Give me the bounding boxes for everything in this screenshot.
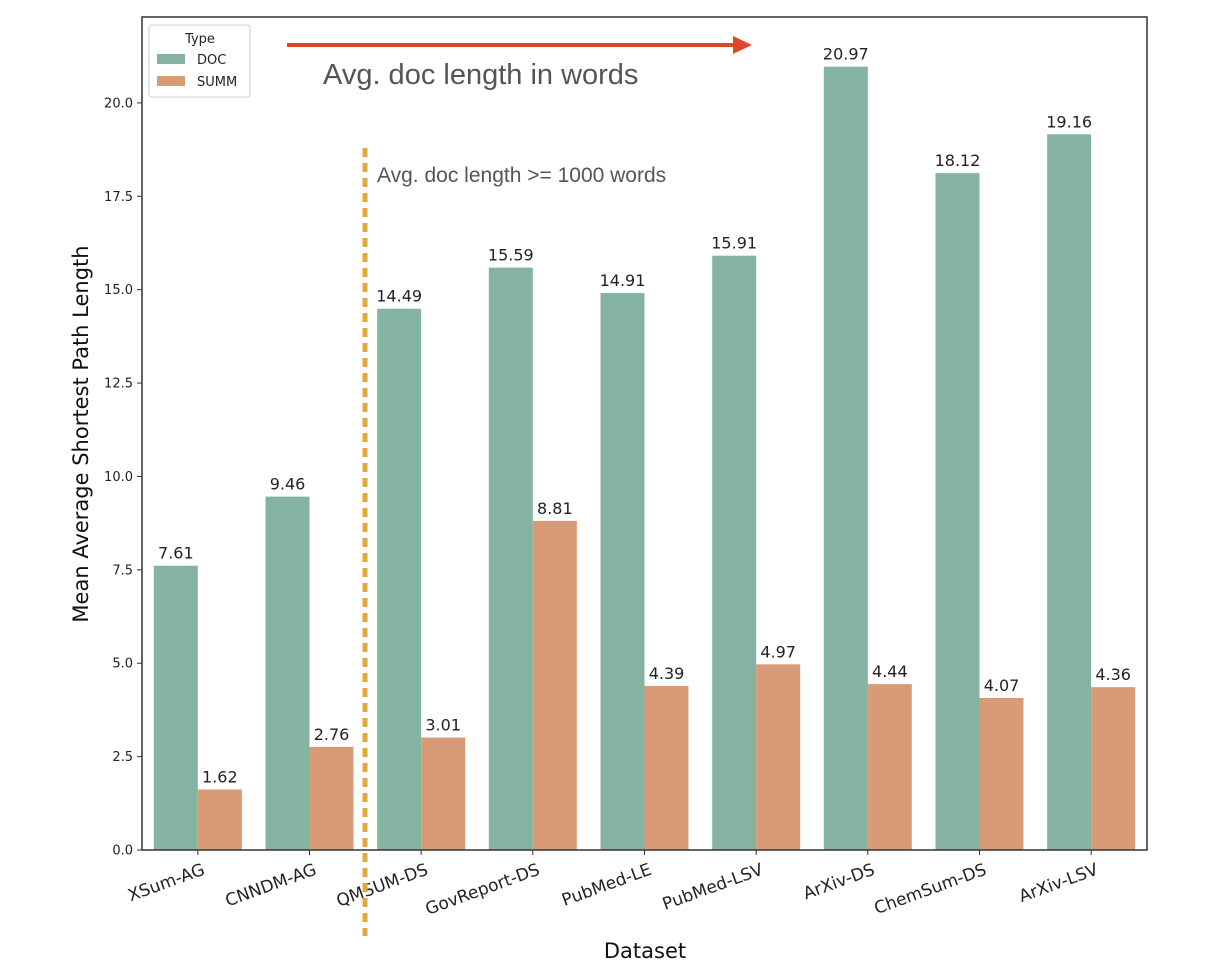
legend-swatch-summ bbox=[157, 76, 185, 86]
x-tick-label: ArXiv-LSV bbox=[1016, 860, 1101, 907]
data-label-doc: 14.91 bbox=[600, 271, 646, 290]
data-label-summ: 8.81 bbox=[537, 499, 573, 518]
bar-doc-pubmed-le bbox=[600, 293, 645, 850]
y-axis: 0.0 2.5 5.0 7.5 10.0 12.5 15.0 17.5 20.0 bbox=[104, 96, 142, 859]
data-label-summ: 4.39 bbox=[649, 664, 685, 683]
x-tick-label: CNNDM-AG bbox=[223, 860, 319, 911]
legend-title: Type bbox=[184, 32, 215, 47]
data-label-doc: 18.12 bbox=[935, 151, 981, 170]
y-tick-label: 0.0 bbox=[112, 844, 133, 859]
y-tick-label: 15.0 bbox=[104, 283, 133, 298]
data-label-doc: 14.49 bbox=[376, 287, 422, 306]
bar-doc-qmsum-ds bbox=[377, 308, 422, 850]
y-tick-label: 17.5 bbox=[104, 190, 133, 205]
legend: Type DOC SUMM bbox=[148, 24, 251, 98]
bar-doc-govreport-ds bbox=[488, 267, 533, 850]
bar-doc-xsum-ag bbox=[153, 565, 198, 850]
plot-frame bbox=[141, 16, 1148, 851]
data-label-doc: 20.97 bbox=[823, 45, 869, 64]
bar-doc-arxiv-lsv bbox=[1047, 134, 1092, 851]
bar-doc-cnndm-ag bbox=[265, 496, 310, 850]
legend-label-summ: SUMM bbox=[197, 75, 237, 90]
data-label-doc: 9.46 bbox=[270, 475, 306, 494]
x-tick-label: PubMed-LSV bbox=[660, 860, 766, 915]
bar-summ-arxiv-ds bbox=[867, 684, 912, 850]
bar-summ-pubmed-lsv bbox=[756, 664, 801, 850]
data-label-doc: 15.59 bbox=[488, 246, 534, 265]
bar-summ-pubmed-le bbox=[644, 686, 689, 850]
data-label-summ: 2.76 bbox=[314, 725, 350, 744]
bar-summ-chemsum-ds bbox=[979, 697, 1024, 850]
data-label-summ: 4.97 bbox=[760, 642, 796, 661]
x-tick-label: GovReport-DS bbox=[423, 860, 543, 920]
arrow-annotation-text: Avg. doc length in words bbox=[323, 59, 638, 91]
bar-summ-qmsum-ds bbox=[421, 737, 466, 850]
x-tick-label: QMSUM-DS bbox=[334, 860, 431, 912]
data-label-summ: 4.44 bbox=[872, 662, 908, 681]
y-tick-label: 7.5 bbox=[112, 563, 133, 578]
bar-doc-pubmed-lsv bbox=[712, 255, 757, 850]
bar-value-labels: 7.61 1.62 9.46 2.76 14.49 3.01 15.59 8.81 14.91 4… bbox=[158, 45, 1131, 787]
bar-summ-cnndm-ag bbox=[309, 746, 354, 850]
y-axis-title: Mean Average Shortest Path Length bbox=[69, 245, 93, 622]
bar-summ-govreport-ds bbox=[532, 520, 577, 850]
y-tick-label: 10.0 bbox=[104, 470, 133, 485]
data-label-summ: 4.36 bbox=[1095, 665, 1131, 684]
bar-doc-arxiv-ds bbox=[823, 66, 868, 851]
y-tick-label: 5.0 bbox=[112, 657, 133, 672]
x-tick-label: ArXiv-DS bbox=[801, 860, 878, 904]
data-label-doc: 19.16 bbox=[1046, 112, 1092, 131]
data-label-summ: 3.01 bbox=[425, 716, 461, 735]
y-tick-label: 20.0 bbox=[104, 96, 133, 111]
bar-doc-chemsum-ds bbox=[935, 173, 980, 850]
bars-group bbox=[153, 66, 1136, 851]
legend-swatch-doc bbox=[157, 54, 185, 64]
arrow-head-icon bbox=[733, 36, 752, 54]
y-tick-label: 2.5 bbox=[112, 750, 133, 765]
annotations: Avg. doc length in words Avg. doc length… bbox=[287, 36, 752, 936]
data-label-summ: 1.62 bbox=[202, 767, 238, 786]
data-label-doc: 7.61 bbox=[158, 544, 194, 563]
x-tick-label: XSum-AG bbox=[125, 860, 207, 906]
legend-label-doc: DOC bbox=[197, 53, 226, 68]
x-tick-label: ChemSum-DS bbox=[872, 860, 990, 919]
y-tick-label: 12.5 bbox=[104, 377, 133, 392]
data-label-summ: 4.07 bbox=[984, 676, 1020, 695]
data-label-doc: 15.91 bbox=[711, 234, 757, 253]
divider-annotation-text: Avg. doc length >= 1000 words bbox=[377, 164, 666, 187]
x-axis-title: Dataset bbox=[604, 939, 686, 963]
bar-summ-xsum-ag bbox=[197, 789, 242, 850]
x-tick-label: PubMed-LE bbox=[559, 860, 654, 911]
bar-summ-arxiv-lsv bbox=[1091, 687, 1136, 850]
